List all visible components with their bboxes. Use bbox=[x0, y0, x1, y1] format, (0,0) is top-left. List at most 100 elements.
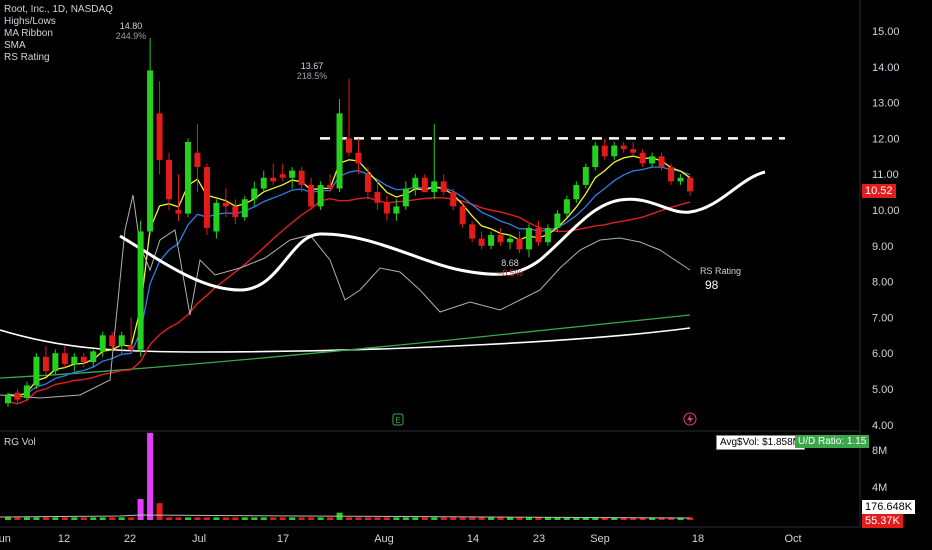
high-callout-pct: 244.9% bbox=[115, 31, 147, 41]
volume-bar bbox=[440, 517, 447, 520]
last-price-badge: 10.52 bbox=[862, 184, 896, 198]
volume-bar bbox=[535, 517, 542, 520]
candle-body bbox=[90, 351, 97, 363]
candle-body bbox=[71, 356, 78, 364]
candle-body bbox=[478, 238, 485, 246]
volume-bar bbox=[166, 517, 173, 520]
candle-body bbox=[611, 145, 618, 157]
candle-body bbox=[137, 231, 144, 350]
candle-body bbox=[355, 152, 362, 164]
high-callout-price: 14.80 bbox=[119, 21, 143, 31]
y-tick-label: 7.00 bbox=[872, 312, 893, 324]
candle-body bbox=[147, 70, 154, 232]
volume-bar bbox=[175, 517, 182, 520]
volume-bar bbox=[147, 432, 154, 520]
chart-legend: Root, Inc., 1D, NASDAQ Highs/Lows MA Rib… bbox=[4, 4, 113, 64]
legend-highs-lows[interactable]: Highs/Lows bbox=[4, 16, 56, 27]
candle-body bbox=[336, 113, 343, 189]
candle-body bbox=[346, 138, 352, 153]
volume-bar bbox=[516, 517, 523, 520]
volume-bar bbox=[137, 499, 144, 520]
candle-body bbox=[109, 335, 116, 347]
candle-body bbox=[364, 174, 371, 193]
volume-bar bbox=[393, 517, 400, 520]
low-callout-pct: –0.5% bbox=[497, 268, 523, 278]
candle-body bbox=[525, 227, 532, 250]
volume-bar bbox=[52, 517, 59, 520]
legend-sma[interactable]: SMA bbox=[4, 40, 26, 51]
volume-bar bbox=[241, 517, 248, 520]
sma-150-line bbox=[0, 314, 691, 379]
volume-bar bbox=[128, 517, 135, 520]
x-tick-label: 12 bbox=[58, 533, 70, 545]
candle-body bbox=[668, 167, 675, 182]
legend-rs-rating[interactable]: RS Rating bbox=[4, 52, 50, 63]
candle-body bbox=[298, 170, 305, 185]
candle-body bbox=[497, 235, 504, 243]
volume-bar bbox=[421, 517, 428, 520]
y-tick-label: 11.00 bbox=[872, 169, 899, 181]
volume-bar bbox=[402, 517, 409, 520]
volume-bar bbox=[507, 517, 514, 520]
high-callout-1: 14.80 244.9% bbox=[116, 21, 147, 41]
volume-bar bbox=[544, 517, 551, 520]
volume-bar bbox=[308, 517, 315, 520]
y-tick-label: 9.00 bbox=[872, 241, 893, 253]
volume-bar bbox=[42, 517, 49, 520]
candle-body bbox=[535, 227, 542, 243]
volume-bar bbox=[222, 517, 229, 520]
high-callout-2: 13.67 218.5% bbox=[297, 61, 328, 81]
candle-body bbox=[128, 346, 135, 350]
volume-bar bbox=[5, 517, 11, 520]
candle-body bbox=[42, 356, 49, 372]
candle-body bbox=[469, 224, 476, 239]
volume-bar bbox=[327, 517, 334, 520]
y-tick-label: 14.00 bbox=[872, 62, 900, 74]
candle-body bbox=[402, 188, 409, 207]
y-tick-label: 13.00 bbox=[872, 98, 900, 110]
candle-body bbox=[440, 181, 447, 193]
y-tick-label: 8.00 bbox=[872, 277, 893, 289]
volume-bar bbox=[630, 517, 637, 520]
earnings-icon bbox=[392, 413, 404, 426]
candle-body bbox=[327, 184, 334, 189]
candle-body bbox=[488, 235, 495, 246]
volume-legend[interactable]: RG Vol bbox=[4, 437, 36, 448]
candle-body bbox=[33, 356, 40, 386]
low-callout-price: 8.68 bbox=[501, 258, 519, 268]
volume-bar bbox=[203, 517, 210, 520]
candle-body bbox=[184, 141, 191, 214]
y-tick-label: 5.00 bbox=[872, 384, 893, 396]
volume-bar bbox=[184, 517, 191, 520]
candle-body bbox=[14, 392, 21, 400]
legend-ma-ribbon[interactable]: MA Ribbon bbox=[4, 28, 53, 39]
volume-bar bbox=[601, 517, 608, 520]
candle-body bbox=[61, 353, 68, 364]
volume-bar bbox=[109, 517, 116, 520]
candle-body bbox=[620, 145, 627, 150]
volume-bar bbox=[213, 517, 220, 520]
volume-bar bbox=[478, 517, 485, 520]
volume-bar bbox=[620, 517, 627, 520]
candle-body bbox=[241, 199, 248, 218]
x-tick-label: 18 bbox=[692, 533, 704, 545]
y-tick-label: 15.00 bbox=[872, 26, 900, 38]
high-callout-pct: 218.5% bbox=[296, 71, 328, 81]
volume-bar bbox=[658, 517, 665, 520]
candle-body bbox=[450, 192, 457, 207]
x-tick-label: Oct bbox=[784, 533, 801, 545]
y-tick-label: 12.00 bbox=[872, 133, 900, 145]
legend-title: Root, Inc., 1D, NASDAQ bbox=[4, 4, 113, 15]
volume-bar bbox=[611, 517, 618, 520]
vol-tick-label: 4M bbox=[872, 482, 887, 494]
x-tick-label: Sep bbox=[590, 533, 610, 545]
candle-body bbox=[459, 206, 466, 225]
volume-bar bbox=[573, 517, 580, 520]
volume-bar bbox=[317, 517, 324, 520]
x-tick-label: 23 bbox=[533, 533, 545, 545]
volume-bar bbox=[279, 517, 286, 520]
candle-body bbox=[383, 202, 390, 214]
ema-mid-line bbox=[7, 166, 691, 396]
candle-body bbox=[308, 184, 315, 207]
